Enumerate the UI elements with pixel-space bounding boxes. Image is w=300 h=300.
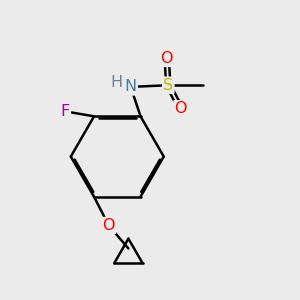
Text: F: F bbox=[61, 104, 70, 119]
Text: N: N bbox=[124, 80, 137, 94]
Text: O: O bbox=[103, 218, 115, 233]
Text: S: S bbox=[163, 78, 173, 93]
Text: H: H bbox=[110, 75, 122, 90]
Text: O: O bbox=[160, 51, 173, 66]
Text: O: O bbox=[175, 101, 187, 116]
